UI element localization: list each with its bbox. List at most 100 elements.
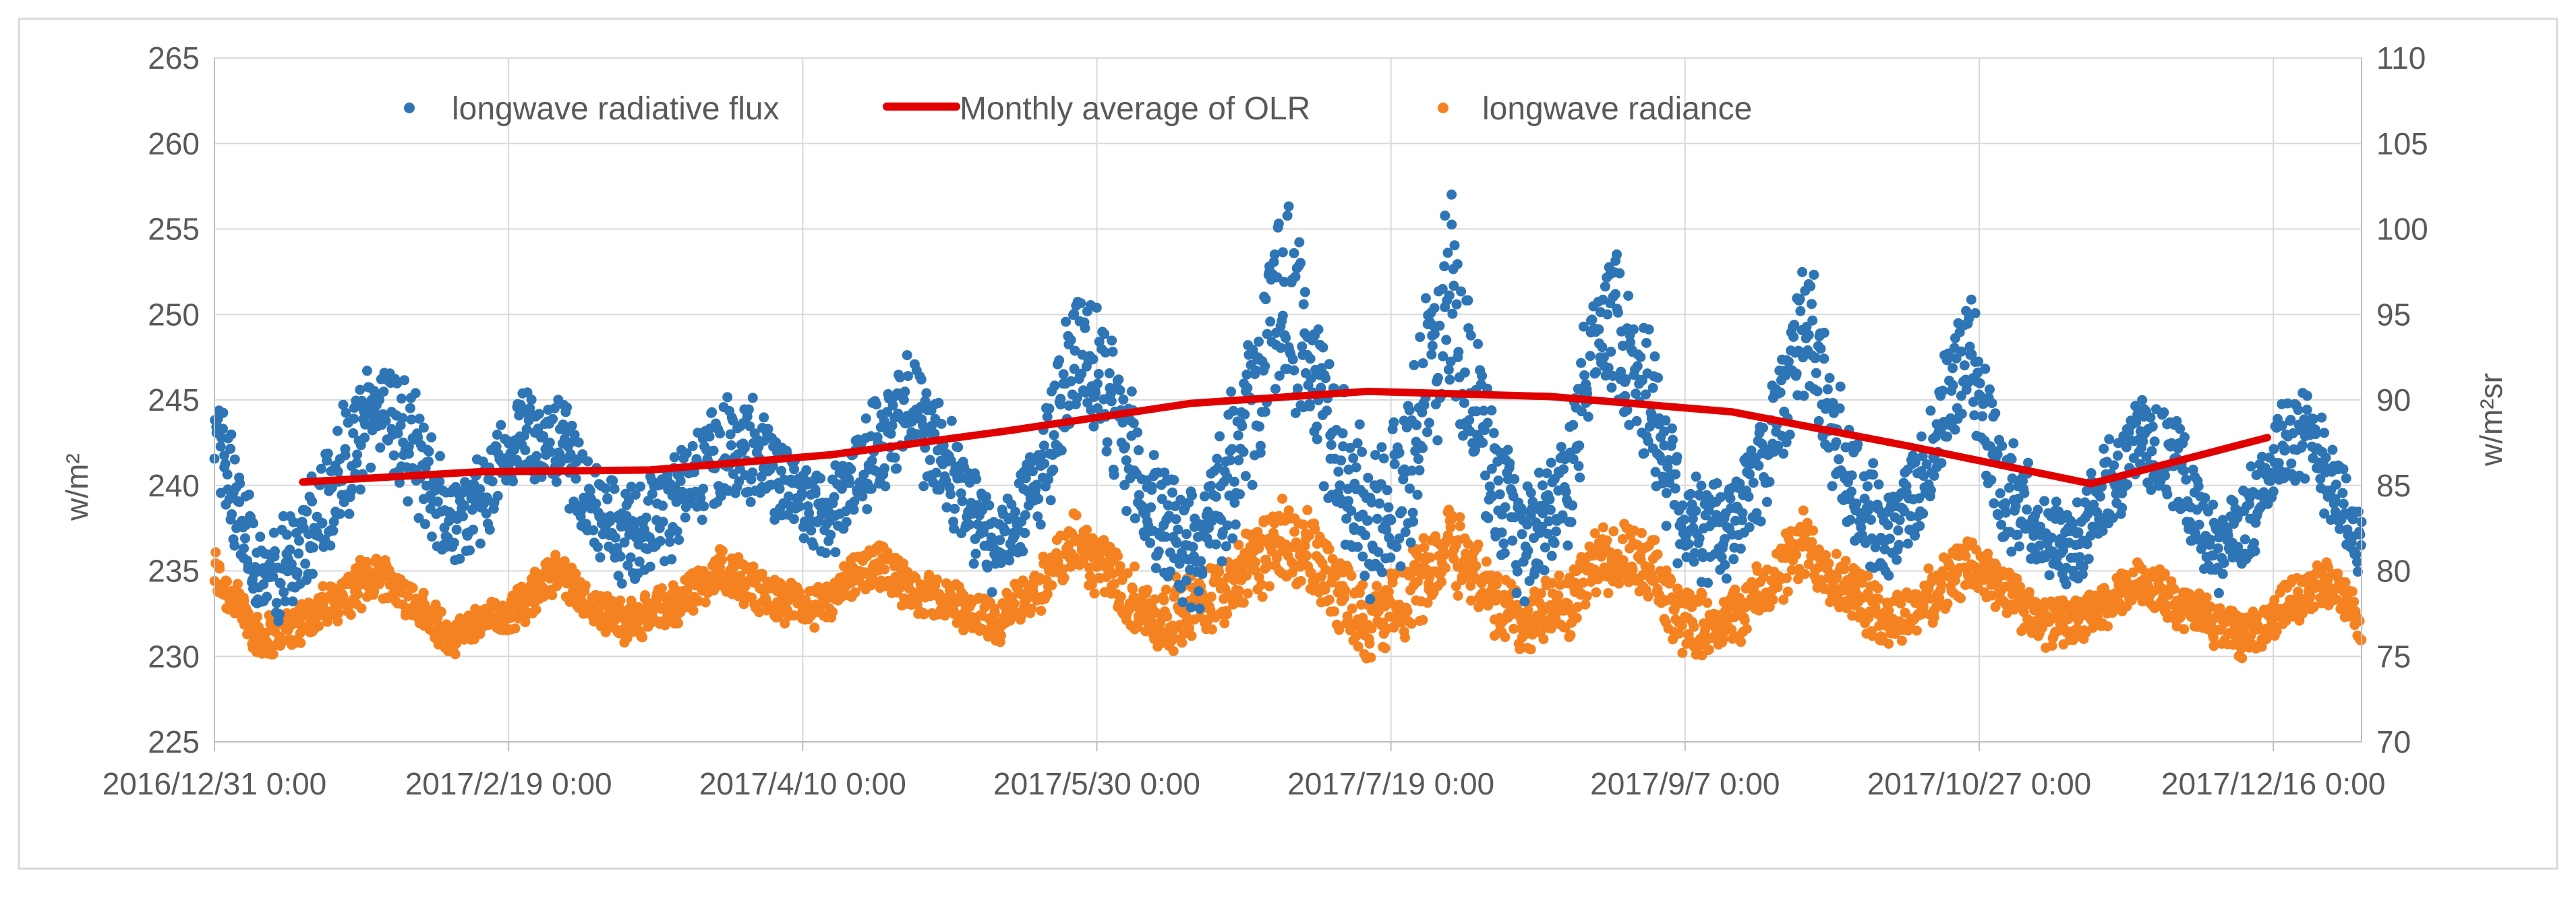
data-point [891, 463, 902, 473]
data-point [1585, 351, 1596, 361]
data-point [862, 504, 872, 514]
data-point [1130, 513, 1140, 523]
data-point [293, 567, 303, 577]
data-point [615, 596, 625, 606]
data-point [1567, 500, 1577, 511]
data-point [1477, 438, 1488, 448]
data-point [1452, 299, 1462, 310]
data-point [595, 552, 606, 562]
data-point [1229, 477, 1239, 487]
data-point [323, 448, 333, 459]
data-point [1343, 496, 1353, 506]
data-point [223, 469, 233, 480]
data-point [510, 623, 520, 633]
data-point [1623, 291, 1633, 301]
data-point [1540, 542, 1550, 552]
data-point [1200, 491, 1210, 501]
data-point [1109, 470, 1119, 480]
data-point [1401, 527, 1411, 537]
data-point [1319, 481, 1329, 491]
data-point [689, 606, 699, 616]
data-point [825, 530, 836, 540]
data-point [1229, 498, 1239, 508]
data-point [1396, 561, 1406, 571]
data-point [1090, 388, 1101, 398]
data-point [458, 511, 468, 521]
data-point [1519, 596, 1529, 606]
data-point [697, 515, 707, 525]
data-point [1808, 525, 1818, 536]
data-point [1428, 341, 1438, 351]
data-point [958, 496, 968, 506]
data-point [1749, 478, 1759, 488]
data-point [1107, 397, 1117, 407]
data-point [1526, 644, 1536, 654]
data-point [235, 478, 245, 488]
data-point [1574, 461, 1584, 471]
data-point [550, 403, 560, 413]
data-point [1050, 380, 1060, 390]
data-point [1044, 403, 1054, 413]
data-point [1214, 567, 1224, 577]
data-point [809, 623, 819, 633]
data-point [748, 393, 758, 403]
data-point [1116, 591, 1126, 602]
data-point [1277, 494, 1287, 504]
data-point [226, 430, 236, 440]
data-point [1653, 373, 1663, 383]
data-point [1660, 415, 1670, 426]
data-point [637, 632, 647, 642]
data-point [1390, 459, 1400, 469]
data-point [1134, 490, 1144, 500]
data-point [485, 525, 495, 535]
data-point [1385, 552, 1395, 562]
data-point [1241, 471, 1251, 481]
data-point [1384, 502, 1394, 513]
data-point [900, 386, 910, 397]
data-point [2169, 584, 2179, 594]
data-point [328, 525, 338, 536]
data-point [475, 484, 485, 494]
data-point [225, 444, 235, 454]
data-point [229, 541, 239, 551]
data-point [602, 493, 612, 503]
data-point [1606, 347, 1616, 357]
data-point [1477, 371, 1487, 381]
data-point [279, 587, 289, 598]
data-point [1237, 421, 1247, 431]
data-point [1591, 587, 1601, 598]
data-point [1188, 542, 1198, 552]
data-point [362, 366, 372, 376]
data-point [527, 395, 537, 405]
data-point [1305, 401, 1315, 411]
data-point [1132, 428, 1142, 438]
data-point [1575, 473, 1585, 483]
data-point [1440, 210, 1450, 221]
data-point [1726, 494, 1736, 504]
data-point [1301, 550, 1312, 560]
data-point [1583, 412, 1593, 422]
data-point [699, 501, 709, 511]
data-point [1703, 578, 1713, 588]
data-point [1455, 521, 1465, 531]
data-point [1250, 557, 1260, 567]
data-point [1608, 526, 1618, 536]
data-point [1217, 556, 1227, 567]
data-point [1450, 240, 1460, 250]
data-point [1512, 588, 1522, 598]
data-point [1243, 588, 1253, 598]
data-point [1103, 437, 1113, 447]
data-point [1503, 445, 1513, 455]
data-point [1689, 622, 1699, 632]
data-point [1439, 261, 1449, 271]
data-point [1129, 418, 1139, 428]
data-point [1254, 422, 1264, 432]
data-point [308, 542, 318, 552]
data-point [1684, 539, 1694, 549]
data-point [1274, 219, 1284, 229]
data-point [408, 583, 418, 593]
data-point [1513, 567, 1523, 577]
data-point [1453, 347, 1463, 357]
data-point [744, 405, 754, 415]
